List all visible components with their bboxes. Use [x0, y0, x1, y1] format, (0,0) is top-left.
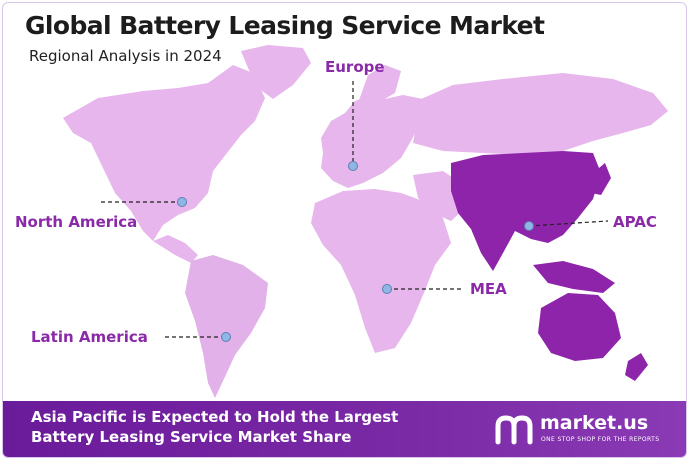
brand-logo: market.us ONE STOP SHOP FOR THE REPORTS [494, 410, 664, 450]
footer-banner: Asia Pacific is Expected to Hold the Lar… [3, 401, 686, 457]
europe-shape [321, 95, 423, 188]
world-map [63, 45, 668, 398]
latin-america-label: Latin America [31, 328, 148, 346]
japan-shape [591, 163, 611, 195]
page-title: Global Battery Leasing Service Market [25, 11, 545, 40]
brand-name: market.us [540, 412, 649, 434]
apac-marker [524, 221, 534, 231]
footer-line-2: Battery Leasing Service Market Share [31, 428, 352, 446]
market-us-logo-icon [495, 415, 533, 445]
greenland-shape [241, 45, 311, 99]
mea-marker [382, 284, 392, 294]
footer-line-1: Asia Pacific is Expected to Hold the Lar… [31, 408, 399, 426]
apac-shape [451, 151, 601, 271]
north-america-label: North America [15, 213, 138, 231]
australia-shape [538, 293, 621, 361]
russia-shape [413, 73, 668, 155]
page-subtitle: Regional Analysis in 2024 [29, 47, 222, 65]
mea-label: MEA [470, 280, 507, 298]
north-america-shape [63, 65, 265, 241]
latin-america-marker [221, 332, 231, 342]
scandinavia-shape [358, 65, 401, 103]
north-america-marker [177, 197, 187, 207]
apac-leader-line [528, 220, 609, 227]
southeast-asia-islands-shape [533, 261, 615, 293]
new-zealand-shape [625, 353, 648, 381]
europe-marker [348, 161, 358, 171]
europe-label: Europe [325, 58, 385, 76]
central-america-shape [153, 235, 198, 263]
apac-label: APAC [613, 213, 657, 231]
africa-shape [311, 189, 451, 353]
south-america-shape [185, 255, 268, 398]
brand-tagline: ONE STOP SHOP FOR THE REPORTS [541, 436, 660, 443]
